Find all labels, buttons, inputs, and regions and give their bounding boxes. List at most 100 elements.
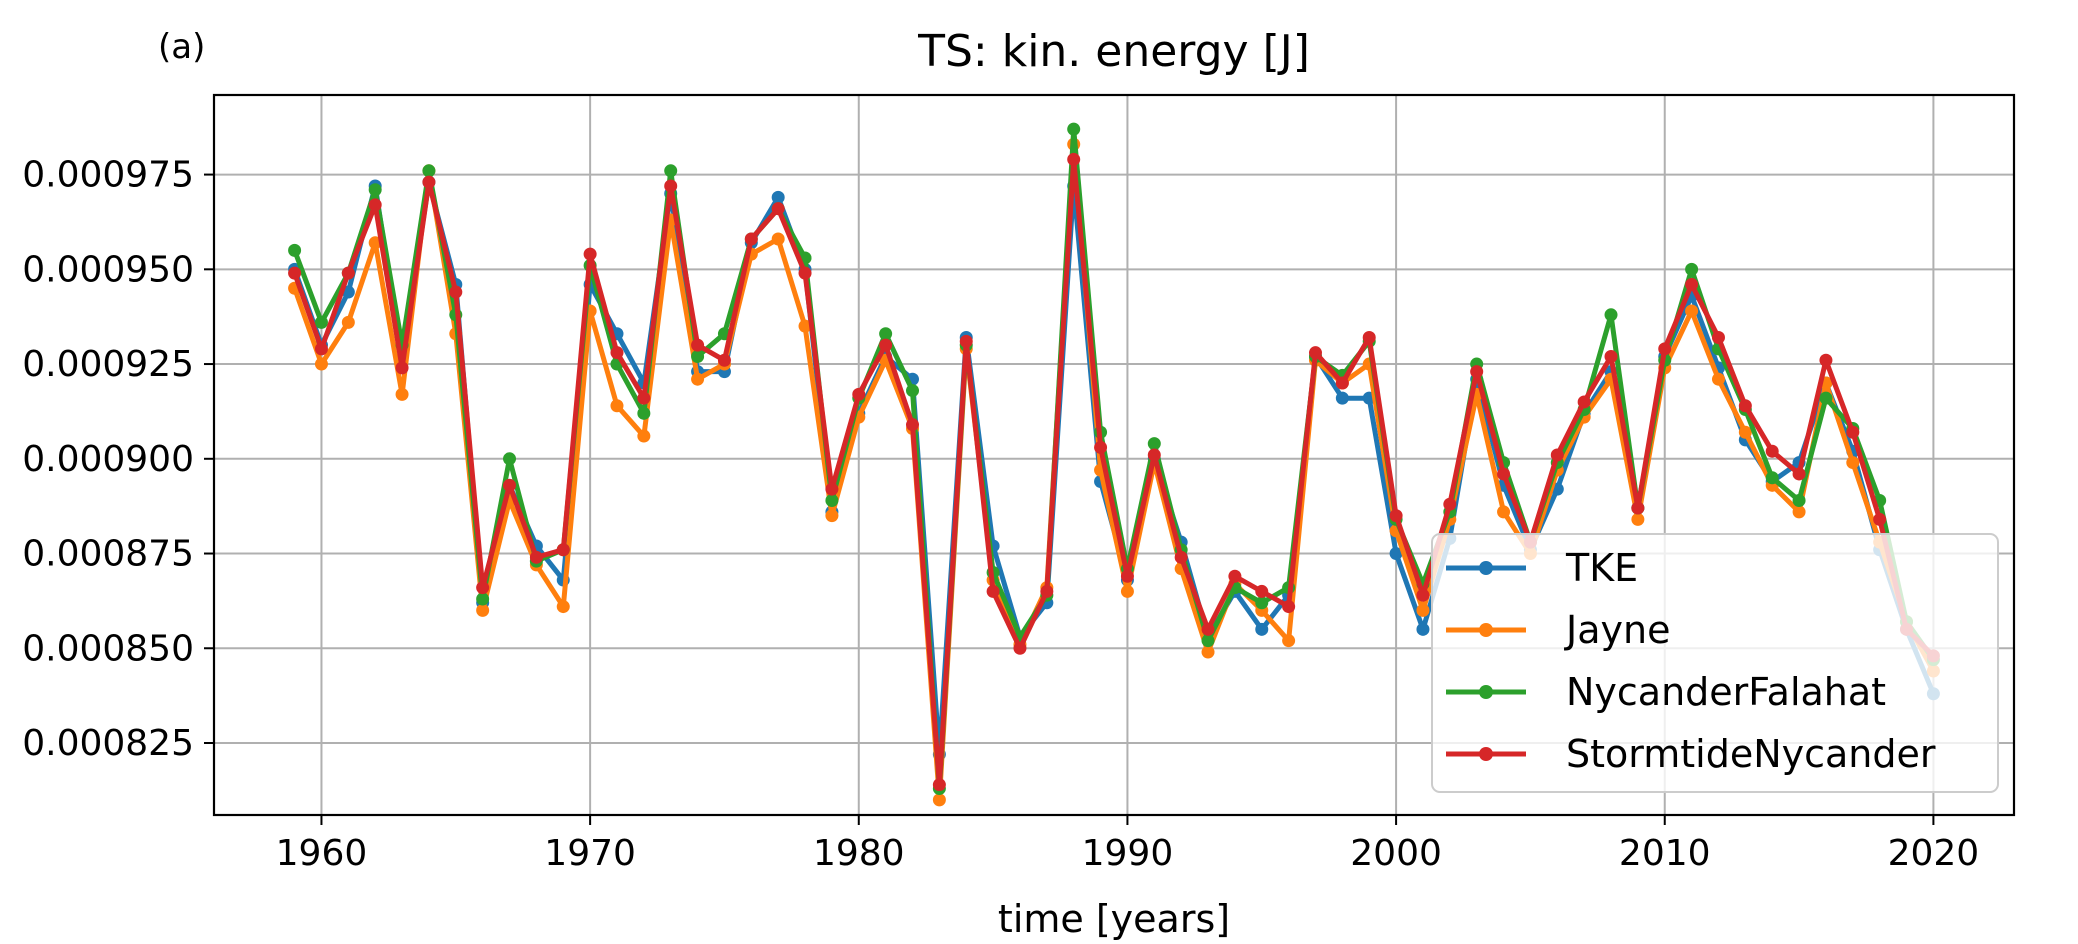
legend-item: Jayne <box>1446 608 1670 652</box>
data-point <box>771 202 785 216</box>
data-point <box>583 247 597 261</box>
data-point <box>932 778 946 792</box>
data-point <box>637 429 651 443</box>
data-point <box>1685 304 1699 318</box>
data-point <box>1416 588 1430 602</box>
legend-label: NycanderFalahat <box>1566 670 1886 714</box>
data-point <box>906 418 920 432</box>
data-point <box>1685 277 1699 291</box>
data-point <box>1604 349 1618 363</box>
data-point <box>476 592 490 606</box>
data-point <box>1846 425 1860 439</box>
data-point <box>476 581 490 595</box>
y-tick-label: 0.000850 <box>22 628 194 669</box>
data-point <box>395 387 409 401</box>
data-point <box>1362 331 1376 345</box>
data-point <box>395 361 409 375</box>
x-tick-label: 1970 <box>544 833 636 874</box>
data-point <box>1846 456 1860 470</box>
data-point <box>1416 603 1430 617</box>
data-point <box>932 793 946 807</box>
legend-swatch-marker <box>1479 623 1493 637</box>
data-point <box>1308 346 1322 360</box>
data-point <box>288 243 302 257</box>
data-point <box>1255 622 1269 636</box>
data-point <box>906 384 920 398</box>
legend-item: StormtideNycander <box>1446 732 1936 776</box>
data-point <box>610 346 624 360</box>
data-point <box>1255 596 1269 610</box>
data-point <box>1658 342 1672 356</box>
data-point <box>1228 569 1242 583</box>
y-tick-label: 0.000875 <box>22 534 194 575</box>
data-point <box>1147 448 1161 462</box>
x-tick-label: 2020 <box>1888 833 1980 874</box>
plot-frame <box>212 93 2016 817</box>
data-point <box>825 509 839 523</box>
x-axis-label: time [years] <box>998 897 1230 941</box>
y-tick-label: 0.000975 <box>22 155 194 196</box>
data-point <box>798 319 812 333</box>
y-tick-label: 0.000950 <box>22 249 194 290</box>
data-point <box>1819 353 1833 367</box>
data-point <box>879 338 893 352</box>
data-point <box>664 179 678 193</box>
data-point <box>664 164 678 178</box>
x-tick-label: 1980 <box>813 833 905 874</box>
data-point <box>1201 622 1215 636</box>
data-point <box>1765 471 1779 485</box>
data-point <box>1201 634 1215 648</box>
legend-label: StormtideNycander <box>1566 732 1936 776</box>
data-point <box>691 338 705 352</box>
data-point <box>1738 399 1752 413</box>
data-point <box>717 353 731 367</box>
data-point <box>771 232 785 246</box>
data-point <box>341 266 355 280</box>
data-point <box>556 600 570 614</box>
data-point <box>1255 584 1269 598</box>
legend-item: TKE <box>1446 546 1638 590</box>
series-stormtidenycander <box>288 152 1940 792</box>
data-point <box>368 183 382 197</box>
data-point <box>1201 645 1215 659</box>
data-point <box>1120 569 1134 583</box>
data-point <box>1389 547 1403 561</box>
data-point <box>556 543 570 557</box>
data-point <box>1470 365 1484 379</box>
data-point <box>1631 512 1645 526</box>
data-point <box>288 266 302 280</box>
data-point <box>1282 634 1296 648</box>
data-point <box>422 164 436 178</box>
data-point <box>341 315 355 329</box>
x-tick-label: 1990 <box>1082 833 1174 874</box>
data-point <box>1335 391 1349 405</box>
data-point <box>1765 444 1779 458</box>
data-point <box>637 391 651 405</box>
data-point <box>1711 331 1725 345</box>
chart-title: TS: kin. energy [J] <box>917 26 1310 77</box>
data-point <box>691 372 705 386</box>
data-point <box>1604 308 1618 322</box>
data-point <box>959 334 973 348</box>
y-tick-label: 0.000825 <box>22 723 194 764</box>
data-point <box>825 482 839 496</box>
data-point <box>503 452 517 466</box>
data-point <box>1711 372 1725 386</box>
data-point <box>314 357 328 371</box>
data-point <box>691 349 705 363</box>
data-point <box>314 342 328 356</box>
data-point <box>449 285 463 299</box>
data-point <box>422 175 436 189</box>
data-point <box>1631 501 1645 515</box>
series-line <box>292 156 1936 788</box>
x-tick-label: 2010 <box>1619 833 1711 874</box>
y-tick-label: 0.000925 <box>22 344 194 385</box>
data-point <box>1792 505 1806 519</box>
data-point <box>1443 497 1457 511</box>
data-point <box>1873 512 1887 526</box>
data-point <box>314 315 328 329</box>
y-tick-label: 0.000900 <box>22 439 194 480</box>
data-point <box>879 327 893 341</box>
data-point <box>503 478 517 492</box>
